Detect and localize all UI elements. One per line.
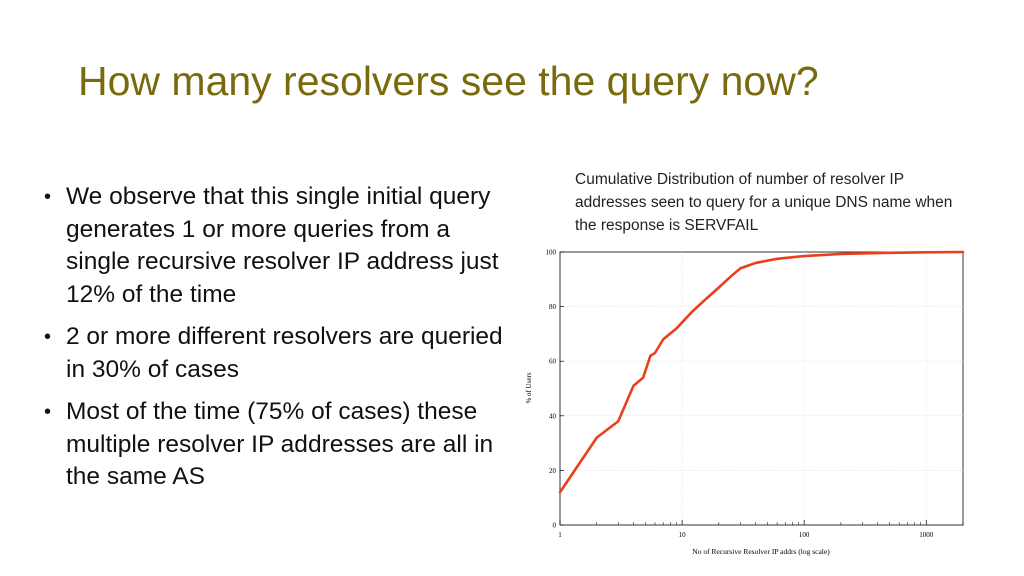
x-tick-label: 1 bbox=[558, 531, 562, 539]
y-tick-label: 40 bbox=[549, 412, 557, 420]
bullet-text: We observe that this single initial quer… bbox=[66, 183, 499, 308]
y-tick-label: 0 bbox=[553, 522, 557, 530]
y-axis-label: % of Users bbox=[525, 372, 533, 403]
bullet-list: • We observe that this single initial que… bbox=[42, 181, 512, 504]
bullet-item: • We observe that this single initial que… bbox=[42, 181, 512, 311]
x-axis-label: No of Recursive Resolver IP addrs (log s… bbox=[692, 547, 830, 556]
bullet-icon: • bbox=[44, 326, 52, 348]
bullet-item: • 2 or more different resolvers are queri… bbox=[42, 321, 512, 386]
series-line bbox=[558, 250, 965, 494]
bullet-icon: • bbox=[44, 186, 52, 208]
bullet-icon: • bbox=[44, 401, 52, 423]
x-tick-label: 100 bbox=[799, 531, 810, 539]
bullet-text: 2 or more different resolvers are querie… bbox=[66, 323, 503, 383]
slide-title: How many resolvers see the query now? bbox=[78, 58, 819, 104]
bullet-text: Most of the time (75% of cases) these mu… bbox=[66, 398, 494, 490]
grid bbox=[560, 252, 963, 525]
x-axis-ticks: 1 10 100 1000 bbox=[558, 520, 964, 539]
cdf-chart: 0 20 40 60 80 100 1 10 100 1000 % of Users No of… bbox=[525, 249, 965, 556]
bullet-item: • Most of the time (75% of cases) these m… bbox=[42, 396, 512, 494]
plot-area bbox=[559, 251, 964, 526]
x-tick-label: 10 bbox=[679, 531, 687, 539]
chart-caption: Cumulative Distribution of number of res… bbox=[575, 171, 953, 234]
y-tick-label: 80 bbox=[549, 303, 557, 311]
y-tick-label: 20 bbox=[549, 467, 557, 475]
y-tick-label: 100 bbox=[546, 249, 557, 257]
y-tick-label: 60 bbox=[549, 358, 557, 366]
x-tick-label: 1000 bbox=[919, 531, 934, 539]
y-axis-ticks: 0 20 40 60 80 100 bbox=[546, 249, 564, 530]
